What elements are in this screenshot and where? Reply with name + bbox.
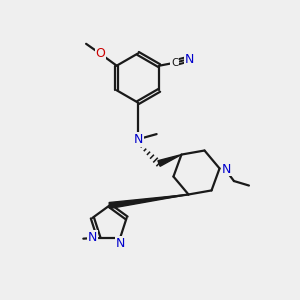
Text: N: N [88, 231, 97, 244]
Text: N: N [185, 52, 195, 66]
Text: C: C [171, 58, 178, 68]
Text: N: N [116, 237, 125, 250]
Text: N: N [134, 133, 143, 146]
Polygon shape [158, 154, 182, 166]
Text: N: N [221, 163, 231, 176]
Polygon shape [109, 194, 188, 208]
Text: O: O [96, 46, 105, 60]
